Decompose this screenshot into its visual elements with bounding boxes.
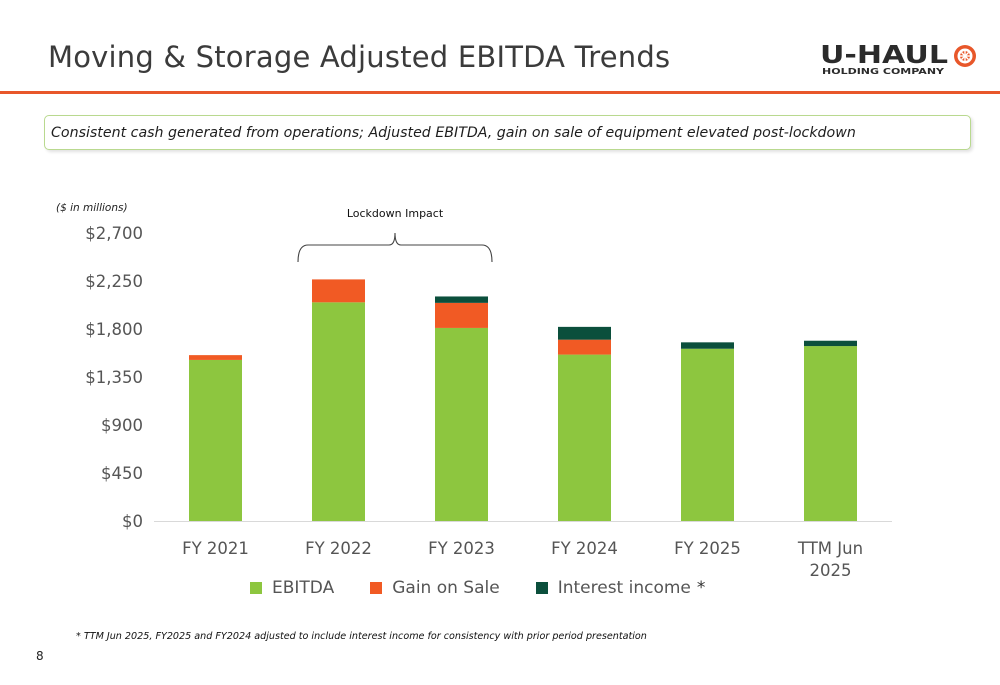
company-logo: U-HAUL HOLDING COMPANY (820, 40, 976, 76)
bar-interest-income (681, 342, 734, 349)
logo-wordmark: U-HAUL (820, 40, 948, 69)
legend-item-interest-income: Interest income * (535, 578, 706, 598)
legend-label: Gain on Sale (392, 578, 500, 598)
y-tick-label: $2,700 (85, 224, 143, 243)
x-tick-label: FY 2024 (551, 539, 618, 558)
x-tick-label: FY 2022 (305, 539, 372, 558)
x-tick-label: FY 2025 (674, 539, 741, 558)
bar-interest-income (558, 326, 611, 340)
bar-gain-on-sale (189, 355, 242, 360)
x-tick-label: FY 2023 (428, 539, 495, 558)
bar-ebitda (312, 302, 365, 521)
bar-ebitda (435, 327, 488, 521)
lockdown-annotation: Lockdown Impact (297, 207, 493, 263)
bar-ebitda (804, 346, 857, 521)
chart-legend: EBITDA Gain on Sale Interest income * (250, 577, 741, 599)
y-tick-label: $0 (122, 512, 143, 531)
callout-text: Consistent cash generated from operation… (51, 124, 856, 141)
bar-gain-on-sale (558, 339, 611, 355)
x-tick-label: FY 2021 (182, 539, 249, 558)
legend-asterisk: * (696, 578, 706, 598)
legend-label: Interest income (557, 578, 691, 598)
footnote: * TTM Jun 2025, FY2025 and FY2024 adjust… (76, 631, 647, 642)
bar-interest-income (435, 296, 488, 303)
bar-gain-on-sale (312, 279, 365, 303)
logo-subtitle: HOLDING COMPANY (822, 67, 945, 76)
bar-ebitda (189, 359, 242, 521)
x-tick-label: TTM Jun 2025 (797, 539, 863, 580)
bars (189, 279, 857, 521)
page-title: Moving & Storage Adjusted EBITDA Trends (48, 40, 671, 74)
bar-ebitda (681, 348, 734, 521)
y-tick-label: $900 (101, 416, 143, 435)
y-tick-label: $1,800 (85, 320, 143, 339)
legend-item-gain-on-sale: Gain on Sale (370, 578, 500, 598)
x-axis: FY 2021 FY 2022 FY 2023 FY 2024 FY 2025 TTM J… (182, 539, 863, 580)
annotation-label: Lockdown Impact (347, 207, 444, 220)
legend-swatch (535, 582, 548, 594)
bar-interest-income (804, 340, 857, 347)
bar-ebitda (558, 354, 611, 521)
y-tick-label: $1,350 (85, 368, 143, 387)
legend-swatch (370, 582, 383, 594)
legend-swatch (250, 582, 262, 594)
bar-gain-on-sale (435, 302, 488, 328)
wheel-icon (954, 45, 976, 67)
y-tick-label: $450 (101, 464, 143, 483)
key-message-callout: Consistent cash generated from operation… (44, 115, 971, 150)
page-number: 8 (36, 649, 44, 663)
y-tick-label: $2,250 (85, 272, 143, 291)
title-divider (0, 91, 1000, 94)
y-axis: $0 $450 $900 $1,350 $1,800 $2,250 $2,700 (85, 224, 143, 531)
legend-item-ebitda: EBITDA (250, 578, 334, 598)
units-label: ($ in millions) (56, 202, 128, 214)
brace-shape (297, 232, 493, 263)
legend-label: EBITDA (272, 578, 335, 598)
